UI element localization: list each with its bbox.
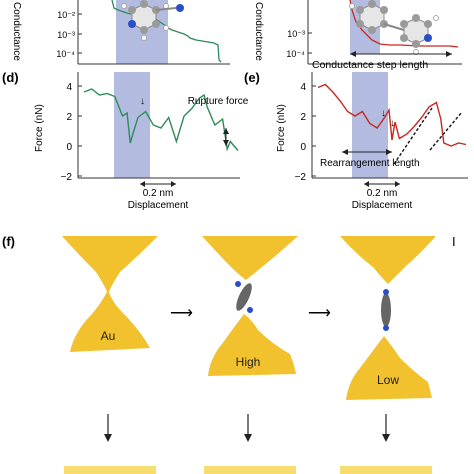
y-tick-label: 2 — [300, 112, 306, 123]
gold-electrode-top — [340, 236, 436, 284]
stage-arrow: ⟶ — [308, 305, 331, 322]
y-tick-label: −2 — [295, 172, 307, 183]
scale-bar-label: 0.2 nm — [367, 188, 398, 199]
anchor-atom — [383, 325, 389, 331]
junction-stage-3: Low — [340, 236, 436, 400]
molecule-illustration — [121, 0, 184, 41]
stage-arrow: ⟶ — [170, 305, 193, 322]
gold-electrode-partial — [204, 466, 296, 474]
corner-mark: I — [452, 234, 456, 249]
shaded-region — [114, 72, 150, 178]
y-axis-label: Conductance — [253, 2, 264, 61]
gold-electrode-bottom — [208, 314, 296, 376]
anchor-atom — [383, 289, 389, 295]
molecule-bridge — [381, 293, 391, 327]
force-trace-red — [317, 83, 467, 147]
y-axis-label: Force (nN) — [276, 104, 287, 152]
shaded-region — [352, 72, 388, 178]
stage-label-low: Low — [377, 373, 399, 387]
y-axis-label: Conductance — [11, 2, 22, 61]
panel-d: (d) 4 2 0 −2 Force (nN) ↓ Rupture force … — [2, 70, 249, 211]
gold-electrode-bottom — [346, 336, 432, 400]
rearrangement-label: Rearrangement length — [320, 158, 420, 169]
y-tick-label: 10⁻³ — [287, 29, 305, 39]
y-tick-label: 10⁻⁴ — [286, 49, 305, 59]
y-tick-label: 0 — [66, 142, 72, 153]
gold-electrode-bottom — [70, 290, 150, 352]
arrow-marker: ↓ — [390, 118, 395, 129]
junction-stage-2: High — [202, 236, 298, 376]
scale-bar-label: 0.2 nm — [143, 188, 174, 199]
y-tick-label: 10⁻² — [57, 10, 75, 20]
arrow-marker: ↓ — [381, 108, 386, 119]
y-tick-label: −2 — [61, 172, 73, 183]
conductance-trace-green — [111, 0, 222, 63]
fit-line — [393, 107, 433, 165]
y-tick-label: 10⁻³ — [57, 30, 75, 40]
gold-electrode-top — [202, 236, 298, 280]
y-tick-label: 0 — [300, 142, 306, 153]
junction-stage-1: Au — [62, 236, 158, 352]
panel-label-d: (d) — [2, 70, 19, 85]
gold-electrode-top — [62, 236, 158, 294]
panel-top-right: 10⁻³ 10⁻⁴ Conductance — [253, 0, 462, 71]
panel-f: (f) I Au ⟶ High ⟶ Low — [2, 234, 456, 474]
arrow-marker: ↓ — [140, 96, 145, 107]
panel-label-e: (e) — [244, 70, 260, 85]
molecule-bridge — [236, 283, 252, 311]
gold-electrode-partial — [340, 466, 432, 474]
panel-label-f: (f) — [2, 234, 15, 249]
anchor-atom — [247, 307, 253, 313]
force-trace-green — [83, 88, 239, 152]
y-tick-label: 4 — [300, 82, 306, 93]
rupture-force-label: Rupture force — [188, 96, 249, 107]
gold-electrode-partial — [64, 466, 156, 474]
y-tick-label: 2 — [66, 112, 72, 123]
panel-e: (e) 4 2 0 −2 Force (nN) ↓ ↓ Rearrangemen… — [244, 70, 468, 211]
rupture-force-text: Rupture force — [188, 96, 249, 107]
y-axis-label: Force (nN) — [34, 104, 45, 152]
stage-label-high: High — [236, 355, 261, 369]
fit-line — [429, 111, 463, 151]
y-tick-label: 10⁻⁴ — [56, 49, 75, 59]
panel-top-left: 10⁻² 10⁻³ 10⁻⁴ Conductance — [11, 0, 230, 65]
y-tick-label: 4 — [66, 82, 72, 93]
x-axis-label: Displacement — [352, 200, 413, 211]
x-axis-label: Displacement — [128, 200, 189, 211]
stage-label-au: Au — [101, 329, 116, 343]
molecule-illustration — [349, 0, 439, 55]
step-length-label: Conductance step length — [312, 59, 428, 71]
anchor-atom — [235, 281, 241, 287]
